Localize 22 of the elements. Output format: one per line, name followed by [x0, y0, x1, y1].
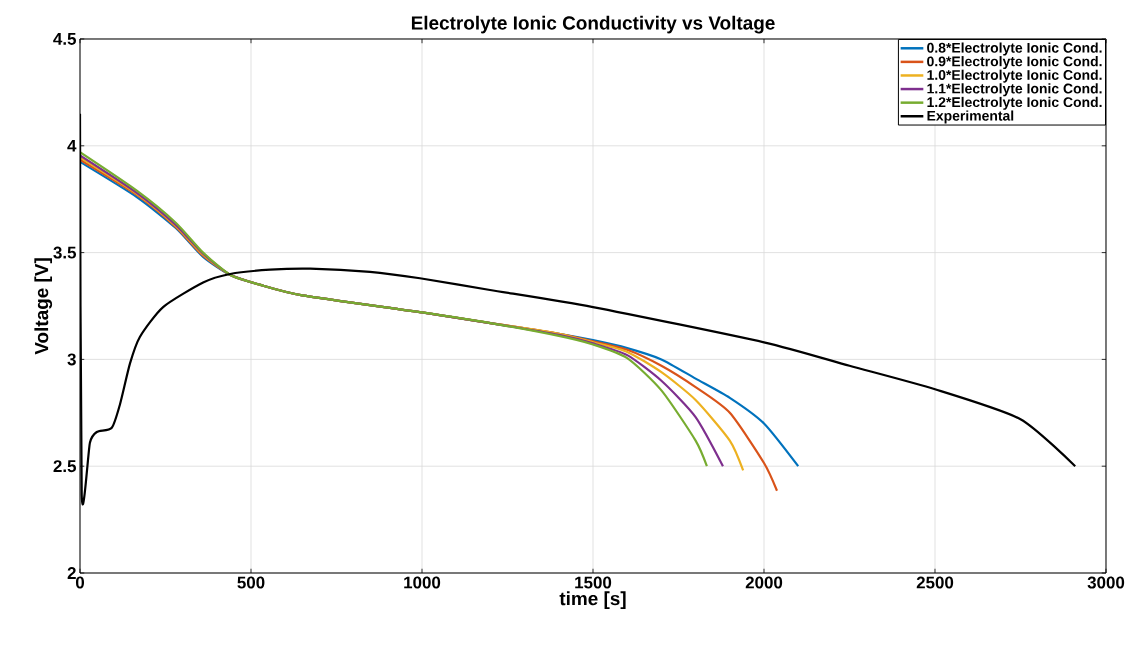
y-axis-title: Voltage [V]: [34, 258, 53, 355]
x-tick-label: 1000: [404, 576, 441, 589]
y-tick-label: 4.5: [53, 33, 77, 45]
x-tick-label: 1500: [575, 576, 612, 589]
legend-label: 0.9*Electrolyte Ionic Cond.: [927, 56, 1102, 70]
legend-label: 1.1*Electrolyte Ionic Cond.: [927, 83, 1102, 97]
y-tick-label: 2: [67, 567, 76, 579]
x-axis-title: time [s]: [559, 591, 626, 610]
legend-label: 0.8*Electrolyte Ionic Cond.: [927, 42, 1102, 56]
y-tick-label: 3: [67, 353, 76, 366]
x-tick-label: 500: [237, 576, 265, 589]
x-tick-label: 2500: [916, 576, 954, 589]
x-tick-label: 0: [75, 576, 85, 589]
y-tick-label: 3.5: [53, 246, 77, 259]
x-tick-label: 3000: [1087, 576, 1125, 589]
legend-label: 1.0*Electrolyte Ionic Cond.: [927, 69, 1102, 83]
y-tick-label: 2.5: [53, 460, 77, 473]
y-tick-label: 4: [67, 139, 77, 152]
x-tick-label: 2000: [745, 576, 783, 589]
legend-label: Experimental: [927, 110, 1014, 124]
chart-title: Electrolyte Ionic Conductivity vs Voltage: [411, 15, 775, 34]
legend-label: 1.2*Electrolyte Ionic Cond.: [927, 96, 1102, 110]
